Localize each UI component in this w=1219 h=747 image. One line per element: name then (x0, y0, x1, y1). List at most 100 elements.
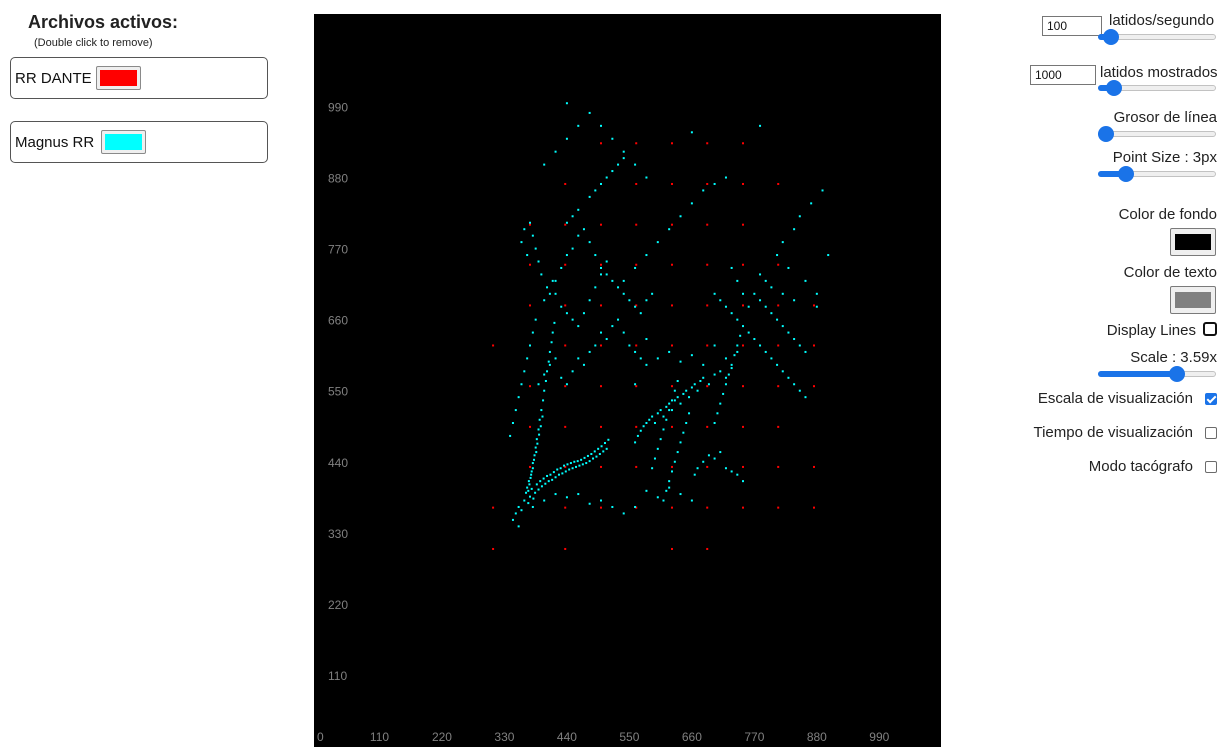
beats-per-second-input[interactable] (1042, 16, 1102, 36)
point-size-slider[interactable] (1098, 166, 1216, 182)
magnus-rr-point (702, 377, 704, 379)
magnus-rr-point (691, 131, 693, 133)
rr-dante-point (600, 466, 602, 468)
magnus-rr-point (572, 467, 574, 469)
magnus-rr-point (530, 474, 532, 476)
file-color-button[interactable] (101, 130, 146, 154)
background-color-picker[interactable] (1170, 228, 1216, 256)
magnus-rr-point (702, 189, 704, 191)
rr-dante-point (777, 304, 779, 306)
magnus-rr-point (551, 341, 553, 343)
magnus-rr-point (560, 377, 562, 379)
magnus-rr-point (654, 422, 656, 424)
magnus-rr-point (634, 441, 636, 443)
magnus-rr-point (665, 406, 667, 408)
magnus-rr-point (753, 338, 755, 340)
y-tick-label: 550 (328, 385, 348, 399)
magnus-rr-point (668, 409, 670, 411)
magnus-rr-point (600, 267, 602, 269)
magnus-rr-point (606, 448, 608, 450)
text-color-picker[interactable] (1170, 286, 1216, 314)
beats-shown-slider[interactable] (1098, 80, 1216, 96)
rr-dante-point (529, 385, 531, 387)
y-tick-label: 990 (328, 100, 348, 114)
line-width-slider[interactable] (1098, 126, 1216, 142)
rr-dante-point (706, 224, 708, 226)
magnus-rr-point (660, 409, 662, 411)
x-tick-label: 0 (317, 730, 324, 744)
magnus-rr-point (759, 299, 761, 301)
magnus-rr-point (566, 102, 568, 104)
visual-time-checkbox[interactable] (1205, 427, 1217, 439)
magnus-rr-point (555, 293, 557, 295)
file-card-magnus-rr[interactable]: Magnus RR (10, 121, 268, 163)
magnus-rr-point (535, 451, 537, 453)
magnus-rr-point (558, 474, 560, 476)
beats-per-second-slider[interactable] (1098, 29, 1216, 45)
magnus-rr-point (540, 425, 542, 427)
files-title: Archivos activos: (28, 12, 178, 33)
magnus-rr-point (671, 470, 673, 472)
beats-per-second-label: latidos/segundo (1109, 12, 1214, 29)
poincare-plot[interactable]: 110 220 330 440 550 660 770 880 990 0 110 220 330 440… (314, 14, 941, 747)
file-color-button[interactable] (96, 66, 141, 90)
rr-dante-point (671, 224, 673, 226)
magnus-rr-point (776, 254, 778, 256)
magnus-rr-point (580, 459, 582, 461)
rr-dante-point (492, 507, 494, 509)
rr-dante-point (813, 385, 815, 387)
magnus-rr-point (532, 235, 534, 237)
slider-thumb[interactable] (1106, 80, 1122, 96)
rr-dante-point (777, 385, 779, 387)
rr-dante-point (600, 344, 602, 346)
magnus-rr-point (680, 215, 682, 217)
scale-slider[interactable] (1098, 366, 1216, 382)
magnus-rr-point (793, 299, 795, 301)
tachograph-mode-checkbox[interactable] (1205, 461, 1217, 473)
magnus-rr-point (573, 461, 575, 463)
magnus-rr-point (529, 496, 531, 498)
magnus-rr-point (719, 299, 721, 301)
magnus-rr-point (600, 125, 602, 127)
slider-thumb[interactable] (1169, 366, 1185, 382)
magnus-rr-point (553, 322, 555, 324)
text-color-swatch (1175, 292, 1211, 308)
rr-dante-point (742, 142, 744, 144)
magnus-rr-point (731, 312, 733, 314)
visual-scale-checkbox[interactable] (1205, 393, 1217, 405)
rr-dante-point (635, 264, 637, 266)
magnus-rr-point (536, 443, 538, 445)
slider-thumb[interactable] (1098, 126, 1114, 142)
rr-dante-point (742, 304, 744, 306)
magnus-rr-point (556, 469, 558, 471)
magnus-rr-point (623, 280, 625, 282)
beats-shown-input[interactable] (1030, 65, 1096, 85)
display-lines-checkbox[interactable] (1203, 322, 1217, 336)
magnus-rr-point (708, 454, 710, 456)
magnus-rr-point (560, 267, 562, 269)
slider-thumb[interactable] (1103, 29, 1119, 45)
rr-dante-point (706, 264, 708, 266)
magnus-rr-point (623, 293, 625, 295)
plot-canvas[interactable]: 110 220 330 440 550 660 770 880 990 0 110 220 330 440… (314, 14, 941, 747)
magnus-rr-point (604, 442, 606, 444)
rr-dante-point (564, 426, 566, 428)
magnus-rr-point (617, 286, 619, 288)
files-hint: (Double click to remove) (34, 37, 153, 49)
magnus-rr-point (555, 280, 557, 282)
magnus-rr-point (742, 325, 744, 327)
magnus-rr-point (665, 419, 667, 421)
magnus-rr-point (582, 463, 584, 465)
magnus-rr-point (572, 319, 574, 321)
file-card-rr-dante[interactable]: RR DANTE (10, 57, 268, 99)
magnus-rr-point (623, 157, 625, 159)
slider-thumb[interactable] (1118, 166, 1134, 182)
rr-dante-point (706, 548, 708, 550)
magnus-rr-point (668, 487, 670, 489)
magnus-rr-point (531, 488, 533, 490)
magnus-rr-point (748, 332, 750, 334)
magnus-rr-point (816, 306, 818, 308)
magnus-rr-point (570, 462, 572, 464)
magnus-rr-point (585, 462, 587, 464)
magnus-rr-point (549, 474, 551, 476)
